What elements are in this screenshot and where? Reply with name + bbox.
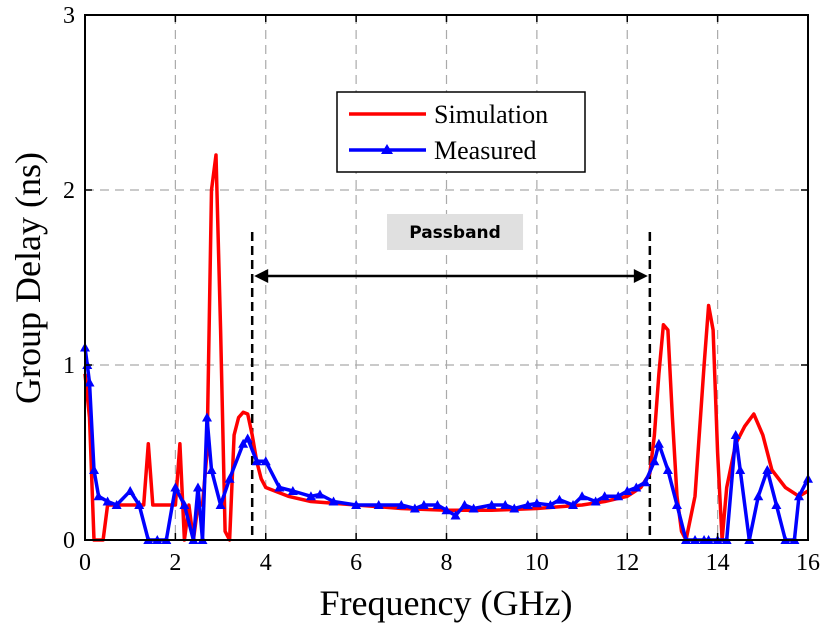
y-axis-label: Group Delay (ns) [8, 152, 48, 404]
data-point-measured [242, 433, 253, 443]
data-point-measured [179, 500, 190, 509]
data-point-measured [653, 438, 664, 448]
y-tick-label: 1 [63, 353, 75, 379]
passband-label-box [387, 214, 524, 250]
legend-box [336, 91, 586, 173]
data-point-measured [251, 456, 262, 466]
passband-arrow-left-head [254, 269, 269, 283]
data-point-measured [102, 496, 113, 506]
x-tick-label: 16 [796, 550, 820, 576]
data-point-measured [328, 496, 339, 506]
data-point-measured [274, 482, 285, 492]
data-point-measured [762, 465, 773, 474]
x-tick-label: 0 [79, 550, 91, 576]
y-tick-label: 2 [63, 178, 75, 204]
data-point-measured [134, 500, 145, 509]
x-tick-label: 10 [525, 550, 549, 576]
data-point-measured [409, 503, 420, 513]
passband-arrow-right-head [633, 269, 648, 283]
x-tick-label: 8 [441, 550, 453, 576]
data-point-measured [373, 500, 384, 509]
x-tick-label: 2 [169, 550, 181, 576]
data-point-measured [125, 486, 136, 495]
x-tick-label: 12 [615, 550, 639, 576]
x-axis-label: Frequency (GHz) [320, 583, 573, 623]
data-point-measured [351, 500, 362, 509]
data-point-measured [468, 503, 479, 513]
data-point-measured [545, 500, 556, 509]
y-tick-label: 0 [63, 528, 75, 554]
x-tick-label: 14 [706, 550, 730, 576]
data-point-measured [613, 491, 624, 501]
data-point-measured [622, 486, 633, 495]
data-point-measured [84, 377, 95, 387]
data-point-measured [215, 500, 226, 509]
y-tick-label: 3 [63, 3, 75, 29]
x-tick-label: 6 [350, 550, 362, 576]
data-point-measured [577, 491, 588, 501]
legend: Simulation Measured [336, 91, 586, 173]
data-point-measured [170, 482, 181, 492]
data-point-measured [459, 500, 470, 509]
data-point-measured [531, 498, 542, 508]
data-point-measured [238, 438, 249, 448]
data-point-measured [202, 412, 213, 422]
data-point-measured [450, 510, 461, 520]
data-point-measured [206, 465, 217, 474]
data-point-measured [631, 482, 642, 492]
data-point-measured [771, 500, 782, 509]
data-point-measured [568, 500, 579, 509]
data-point-measured [793, 491, 804, 501]
data-point-measured [224, 473, 235, 483]
data-point-measured [671, 500, 682, 509]
data-point-measured [590, 496, 601, 506]
x-tick-label: 4 [260, 550, 272, 576]
data-point-measured [396, 500, 407, 509]
grid-lines [85, 15, 808, 540]
data-point-measured [500, 500, 511, 509]
data-point-measured [192, 482, 203, 492]
data-point-measured [649, 456, 660, 466]
data-point-measured [640, 477, 651, 487]
passband-annotation: Passband [250, 214, 652, 540]
data-point-measured [554, 494, 565, 504]
data-point-measured [509, 503, 520, 513]
data-point-measured [418, 500, 429, 509]
legend-marker-measured [381, 144, 393, 154]
data-point-measured [305, 491, 316, 501]
data-point-measured [432, 500, 443, 509]
data-point-measured [93, 491, 104, 501]
data-point-measured [111, 500, 122, 509]
data-point-measured [89, 465, 100, 474]
data-point-measured [730, 430, 741, 439]
data-point-measured [314, 489, 325, 499]
data-point-measured [287, 486, 298, 495]
legend-label-simulation: Simulation [434, 100, 548, 129]
data-point-measured [599, 491, 610, 501]
data-point-measured [753, 491, 764, 501]
data-point-measured [441, 505, 452, 515]
series-line-simulation [83, 153, 809, 542]
data-point-measured [735, 465, 746, 474]
data-point-measured [522, 500, 533, 509]
passband-label: Passband [409, 223, 501, 243]
data-point-measured [486, 500, 497, 509]
legend-label-measured: Measured [434, 136, 537, 165]
data-point-measured [260, 456, 271, 466]
data-point-measured [662, 465, 673, 474]
